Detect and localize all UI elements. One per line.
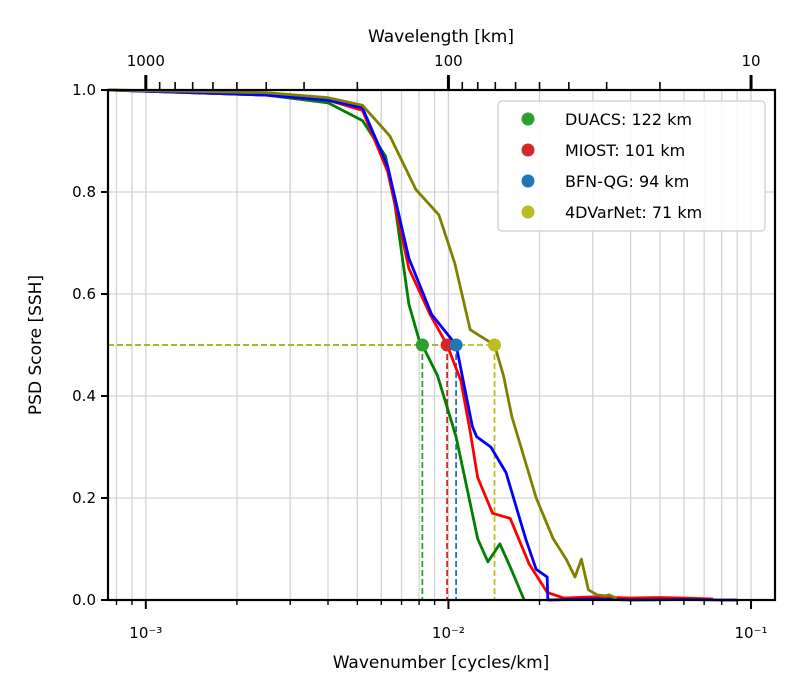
threshold-marker [440,338,454,352]
y-tick-label: 0.4 [72,387,96,405]
axis-ticks: 0.0 0.2 0.4 0.6 0.8 1.0 10⁻³ 10⁻² 10⁻¹ 1000 100 10 [72,52,767,642]
legend-marker [521,112,535,126]
y-tick-label: 0.6 [72,285,96,303]
legend-label: BFN-QG: 94 km [565,172,689,191]
threshold-guides [108,344,496,600]
legend-marker [521,205,535,219]
top-axis-title: Wavelength [km] [368,27,514,47]
y-tick-label: 1.0 [72,81,96,99]
top-tick-label: 100 [434,52,463,70]
threshold-marker [415,338,429,352]
y-tick-label: 0.2 [72,489,96,507]
y-axis-title: PSD Score [SSH] [26,275,46,415]
threshold-marker [488,338,502,352]
x-tick-label: 10⁻² [432,624,465,642]
legend-box [497,100,766,232]
series-line [107,88,618,600]
y-tick-label: 0.0 [72,591,96,609]
legend-label: DUACS: 122 km [565,110,692,129]
x-tick-label: 10⁻¹ [735,624,768,642]
legend-label: MIOST: 101 km [565,141,685,160]
y-tick-label: 0.8 [72,183,96,201]
plot-frame [106,88,777,602]
legend: DUACS: 122 km MIOST: 101 km BFN-QG: 94 km 4… [497,100,766,232]
legend-marker [521,174,535,188]
top-tick-label: 10 [741,52,760,70]
legend-marker [521,143,535,157]
threshold-marker [449,338,463,352]
legend-label: 4DVarNet: 71 km [565,203,702,222]
x-tick-label: 10⁻³ [129,624,162,642]
x-axis-title: Wavenumber [cycles/km] [333,653,550,673]
top-tick-label: 1000 [127,52,165,70]
threshold-markers [415,338,502,352]
